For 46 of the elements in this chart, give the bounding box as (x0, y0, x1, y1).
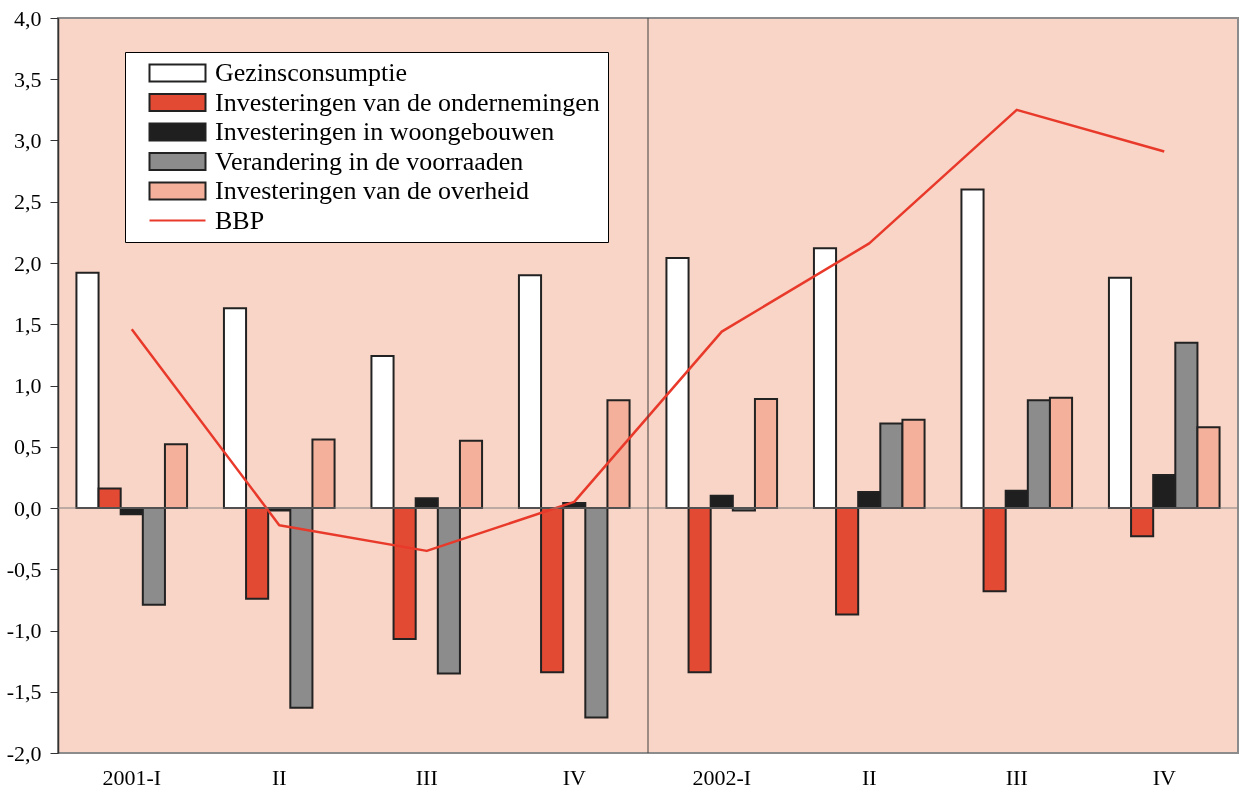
bar (517, 274, 543, 509)
bar (606, 399, 631, 509)
x-tick-label: III (415, 764, 438, 790)
bar (1107, 276, 1133, 509)
bar (835, 507, 860, 616)
y-tick-label: 2,5 (14, 189, 42, 215)
bar (311, 438, 336, 509)
x-tick-label: 2001-I (102, 764, 162, 790)
x-tick-label: II (271, 764, 287, 790)
bar (540, 507, 565, 674)
y-tick-label: -0,5 (6, 556, 42, 582)
legend-label: Gezinsconsumptie (215, 58, 408, 87)
legend-label: BBP (215, 205, 265, 235)
bar (665, 257, 690, 509)
y-tick-label: 4,0 (14, 5, 42, 31)
y-tick-label: -1,5 (6, 679, 42, 705)
y-tick-label: 3,0 (14, 128, 42, 153)
y-tick-label: 2,0 (14, 250, 42, 276)
x-tick-label: 2002-I (692, 764, 752, 790)
bar (687, 507, 712, 674)
bar (812, 247, 838, 509)
y-tick-label: -1,0 (6, 618, 42, 643)
x-tick-label: IV (562, 764, 586, 790)
y-tick-label: 1,0 (14, 373, 42, 398)
y-tick-label: 0,0 (14, 495, 42, 521)
x-tick-label: IV (1152, 764, 1176, 790)
legend-label: Investeringen van de ondernemingen (215, 87, 600, 117)
y-tick-label: 3,5 (14, 66, 42, 92)
y-tick-label: 1,5 (14, 311, 42, 337)
legend-label: Verandering in de voorraaden (215, 146, 524, 176)
bar (370, 355, 395, 509)
bar (458, 439, 484, 509)
bar (245, 507, 270, 600)
legend-label: Investeringen in woongebouwen (215, 117, 555, 146)
y-tick-label: -2,0 (6, 740, 42, 766)
legend-label: Investeringen van de overheid (215, 176, 530, 205)
bar (753, 397, 779, 509)
bar (1130, 507, 1155, 538)
bar (222, 307, 248, 509)
bar (960, 188, 985, 509)
bar (392, 507, 417, 641)
y-tick-label: 0,5 (14, 434, 42, 460)
bar (982, 507, 1007, 593)
x-tick-label: III (1005, 764, 1028, 790)
bar (163, 443, 189, 509)
x-tick-label: II (861, 764, 877, 790)
